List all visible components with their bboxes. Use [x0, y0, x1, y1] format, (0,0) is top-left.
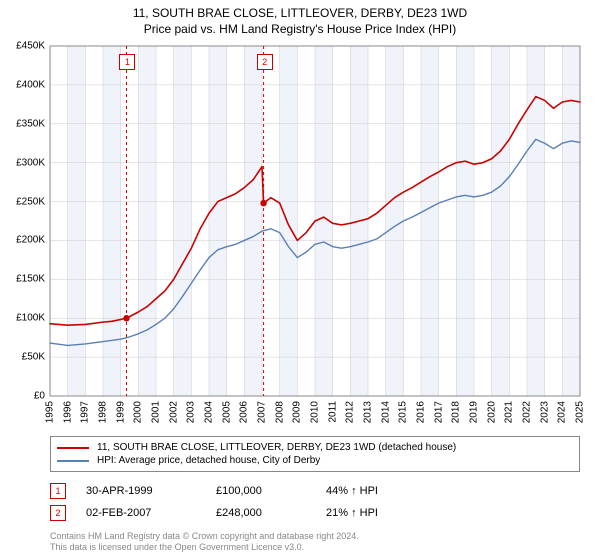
y-tick-label: £50K	[22, 352, 45, 363]
y-tick-label: £100K	[16, 313, 45, 324]
sale-price: £100,000	[216, 485, 326, 497]
sales-rows: 1 30-APR-1999£100,00044% ↑ HPI 2 02-FEB-200…	[50, 480, 580, 524]
legend-series-box: 11, SOUTH BRAE CLOSE, LITTLEOVER, DERBY,…	[50, 436, 580, 472]
legend-label: 11, SOUTH BRAE CLOSE, LITTLEOVER, DERBY,…	[97, 442, 456, 453]
x-tick-label: 2017	[433, 401, 444, 423]
legend-swatch	[57, 447, 89, 449]
sale-row-marker: 1	[50, 483, 66, 499]
footer-line2: This data is licensed under the Open Gov…	[50, 542, 359, 554]
x-tick-label: 2007	[257, 401, 268, 423]
x-tick-label: 2016	[416, 401, 427, 423]
chart-container: 11, SOUTH BRAE CLOSE, LITTLEOVER, DERBY,…	[0, 0, 600, 560]
sale-marker-flag: 2	[257, 54, 273, 70]
x-tick-label: 2025	[575, 401, 586, 423]
legend-label: HPI: Average price, detached house, City…	[97, 455, 320, 466]
y-tick-label: £450K	[16, 41, 45, 52]
y-tick-label: £350K	[16, 118, 45, 129]
x-tick-label: 2023	[539, 401, 550, 423]
y-tick-label: £400K	[16, 79, 45, 90]
sale-hpi-delta: 21% ↑ HPI	[326, 507, 378, 519]
x-tick-label: 1995	[45, 401, 56, 423]
sale-date: 02-FEB-2007	[86, 507, 216, 519]
x-tick-label: 2013	[363, 401, 374, 423]
x-tick-label: 2006	[239, 401, 250, 423]
title-block: 11, SOUTH BRAE CLOSE, LITTLEOVER, DERBY,…	[0, 0, 600, 36]
y-tick-label: £0	[34, 391, 45, 402]
x-tick-label: 2009	[292, 401, 303, 423]
x-tick-label: 2019	[469, 401, 480, 423]
x-tick-label: 2008	[274, 401, 285, 423]
x-tick-label: 2003	[186, 401, 197, 423]
sale-row: 1 30-APR-1999£100,00044% ↑ HPI	[50, 480, 580, 502]
x-tick-label: 2022	[522, 401, 533, 423]
y-tick-label: £150K	[16, 274, 45, 285]
x-tick-label: 2020	[486, 401, 497, 423]
x-tick-label: 1996	[62, 401, 73, 423]
x-tick-label: 2002	[168, 401, 179, 423]
x-tick-label: 1998	[98, 401, 109, 423]
x-tick-label: 2005	[221, 401, 232, 423]
legend-row: HPI: Average price, detached house, City…	[57, 454, 573, 467]
x-tick-label: 2014	[380, 401, 391, 423]
sale-price: £248,000	[216, 507, 326, 519]
footer-attribution: Contains HM Land Registry data © Crown c…	[50, 531, 359, 554]
x-tick-label: 2001	[151, 401, 162, 423]
title-address: 11, SOUTH BRAE CLOSE, LITTLEOVER, DERBY,…	[0, 6, 600, 20]
x-tick-label: 2024	[557, 401, 568, 423]
x-tick-label: 2018	[451, 401, 462, 423]
x-tick-label: 2021	[504, 401, 515, 423]
sale-marker-flag: 1	[119, 54, 135, 70]
legend-row: 11, SOUTH BRAE CLOSE, LITTLEOVER, DERBY,…	[57, 441, 573, 454]
sale-row-marker: 2	[50, 505, 66, 521]
sale-row: 2 02-FEB-2007£248,00021% ↑ HPI	[50, 502, 580, 524]
x-tick-label: 2011	[327, 401, 338, 423]
y-tick-label: £300K	[16, 157, 45, 168]
y-tick-label: £200K	[16, 235, 45, 246]
x-tick-label: 2004	[204, 401, 215, 423]
y-tick-label: £250K	[16, 196, 45, 207]
sale-date: 30-APR-1999	[86, 485, 216, 497]
x-tick-label: 2010	[310, 401, 321, 423]
x-tick-label: 2012	[345, 401, 356, 423]
x-tick-label: 1997	[80, 401, 91, 423]
x-tick-label: 2000	[133, 401, 144, 423]
x-tick-label: 2015	[398, 401, 409, 423]
footer-line1: Contains HM Land Registry data © Crown c…	[50, 531, 359, 543]
legend-block: 11, SOUTH BRAE CLOSE, LITTLEOVER, DERBY,…	[50, 436, 580, 524]
x-tick-label: 1999	[115, 401, 126, 423]
legend-swatch	[57, 460, 89, 462]
chart-svg	[50, 46, 580, 396]
chart-area: £0£50K£100K£150K£200K£250K£300K£350K£400…	[50, 46, 580, 396]
sale-hpi-delta: 44% ↑ HPI	[326, 485, 378, 497]
title-subtitle: Price paid vs. HM Land Registry's House …	[0, 22, 600, 36]
